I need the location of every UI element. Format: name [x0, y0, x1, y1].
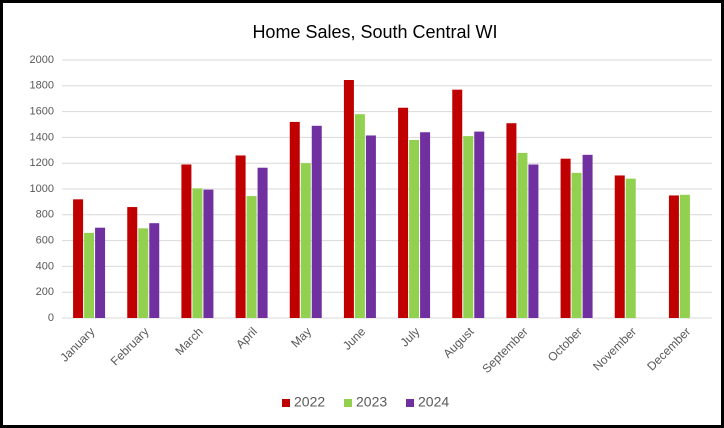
bar [365, 135, 376, 318]
y-tick-label: 800 [36, 209, 54, 221]
y-tick-label: 2000 [30, 54, 54, 66]
bar [73, 199, 84, 318]
legend-label: 2024 [418, 394, 449, 410]
y-tick-label: 400 [36, 260, 54, 272]
legend-label: 2022 [294, 394, 325, 410]
bar [571, 172, 582, 318]
bar [517, 152, 528, 318]
bar [127, 207, 138, 318]
bar [192, 188, 203, 318]
bar [409, 139, 420, 318]
bar [343, 79, 354, 319]
bar [528, 164, 539, 318]
y-tick-label: 1600 [30, 106, 54, 118]
y-tick-label: 200 [36, 286, 54, 298]
bar [257, 167, 268, 318]
bar [246, 196, 257, 318]
bar [289, 121, 300, 318]
chart-title: Home Sales, South Central WI [252, 22, 497, 42]
legend-swatch [282, 399, 290, 407]
bar [668, 195, 679, 318]
bar [463, 136, 474, 318]
legend-swatch [344, 399, 352, 407]
y-tick-label: 1400 [30, 131, 54, 143]
y-tick-label: 0 [48, 312, 54, 324]
bar [506, 123, 517, 319]
bar [181, 164, 192, 318]
y-tick-label: 1000 [30, 183, 54, 195]
bar [203, 189, 214, 318]
bar [354, 114, 365, 319]
bar [560, 158, 571, 318]
y-tick-label: 1800 [30, 80, 54, 92]
bar [149, 223, 160, 318]
bar [138, 228, 149, 318]
bar [582, 154, 593, 318]
bar [614, 175, 625, 318]
bar [625, 178, 636, 318]
y-tick-label: 600 [36, 235, 54, 247]
bar [474, 131, 485, 318]
bar [679, 194, 690, 318]
legend-label: 2023 [356, 394, 387, 410]
bar [420, 132, 431, 318]
bar [452, 89, 463, 318]
y-tick-label: 1200 [30, 157, 54, 169]
bar [311, 125, 322, 318]
bar [84, 232, 95, 318]
bar [300, 163, 311, 318]
bar [95, 227, 106, 318]
bar [398, 107, 409, 318]
legend-swatch [406, 399, 414, 407]
bar [235, 155, 246, 318]
